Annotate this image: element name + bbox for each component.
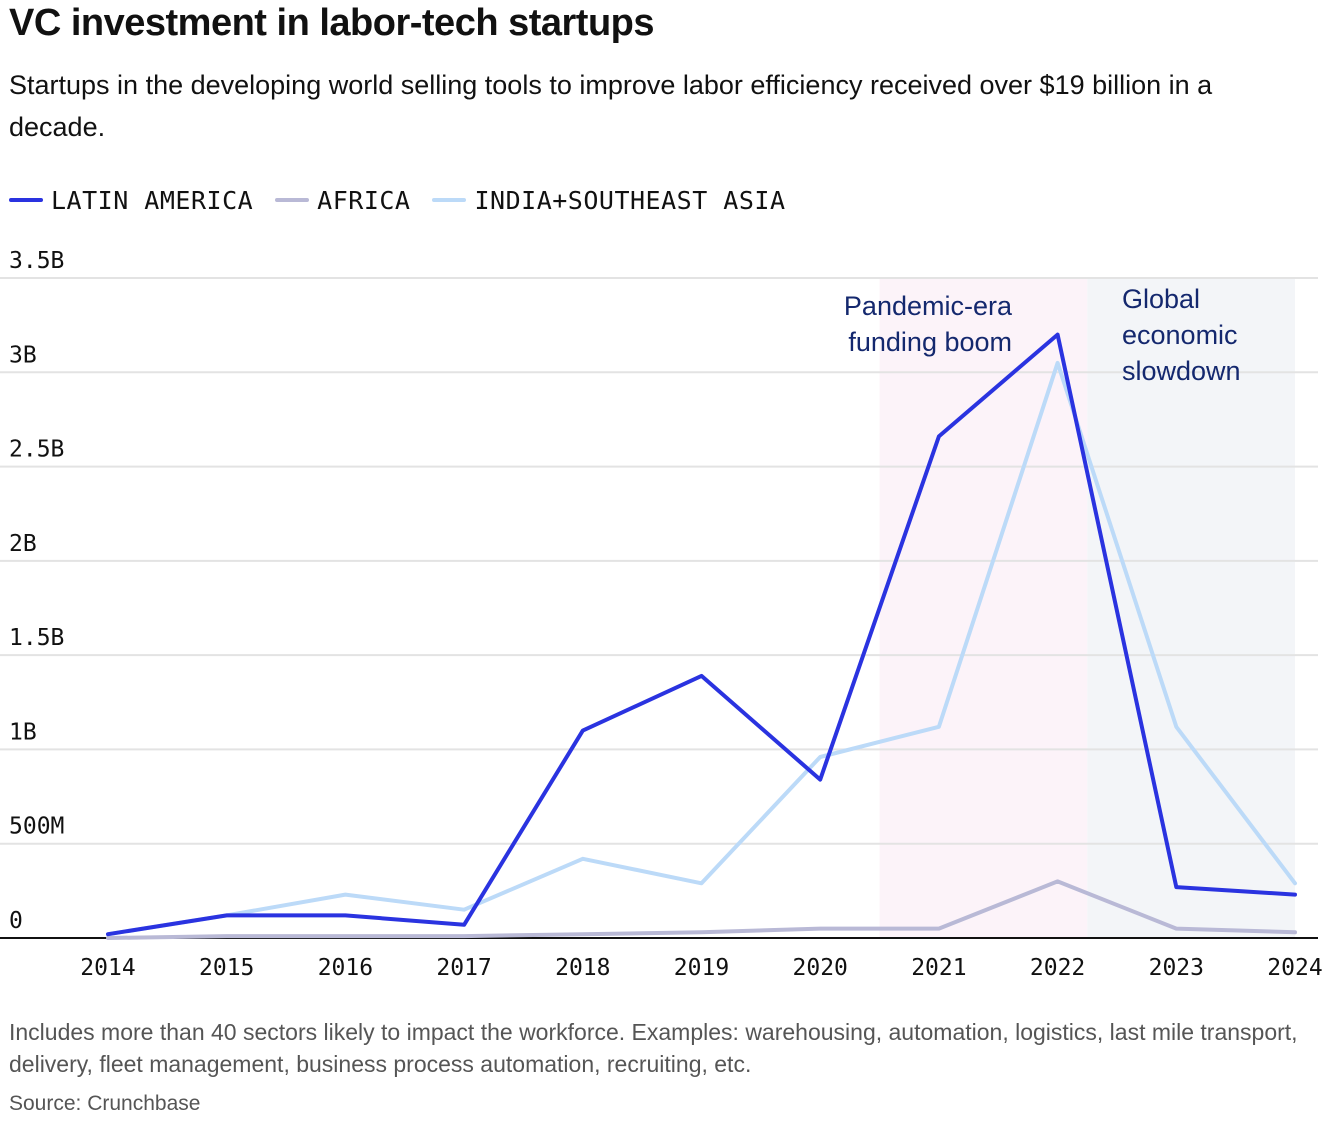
- legend-label-africa: AFRICA: [317, 185, 411, 215]
- x-tick-label: 2021: [911, 955, 966, 981]
- x-tick-label: 2015: [199, 955, 254, 981]
- x-tick-label: 2014: [80, 955, 135, 981]
- chart-subtitle: Startups in the developing world selling…: [9, 70, 1213, 142]
- x-tick-label: 2022: [1030, 955, 1085, 981]
- y-tick-label: 500M: [9, 814, 64, 840]
- legend-swatch-india-sea: [432, 198, 467, 202]
- y-tick-label: 3.5B: [9, 248, 64, 274]
- legend-item-africa: AFRICA: [275, 186, 410, 215]
- y-tick-label: 0: [9, 908, 23, 934]
- y-tick-label: 2B: [9, 531, 37, 557]
- annotation-label-slowdown: slowdown: [1122, 356, 1241, 386]
- y-tick-label: 2.5B: [9, 437, 64, 463]
- legend-item-latin-america: LATIN AMERICA: [9, 186, 253, 215]
- annotation-band-slowdown: [1087, 278, 1295, 938]
- x-tick-label: 2024: [1267, 955, 1322, 981]
- annotation-band-pandemic: [879, 278, 1088, 938]
- x-tick-label: 2018: [555, 955, 610, 981]
- annotation-label-slowdown: Global: [1122, 284, 1200, 314]
- y-tick-label: 1.5B: [9, 625, 64, 651]
- legend-item-india-sea: INDIA+SOUTHEAST ASIA: [432, 186, 785, 215]
- series-line-latin-america: [106, 332, 1297, 937]
- y-tick-label: 1B: [9, 719, 37, 745]
- annotation-label-pandemic: funding boom: [848, 327, 1012, 357]
- chart-title: VC investment in labor-tech startups: [9, 2, 655, 44]
- x-tick-label: 2020: [793, 955, 848, 981]
- series-line-africa: [106, 879, 1297, 940]
- chart-source: Source: Crunchbase: [9, 1092, 201, 1115]
- chart-legend: LATIN AMERICA AFRICA INDIA+SOUTHEAST ASI…: [9, 184, 808, 216]
- series-line-india-southeast-asia: [106, 360, 1297, 937]
- y-tick-label: 3B: [9, 342, 37, 368]
- x-tick-label: 2017: [436, 955, 491, 981]
- chart-note: Includes more than 40 sectors likely to …: [9, 1019, 1298, 1077]
- line-chart: 0 500M 1B 1.5B 2B 2.5B 3B 3.5B 2014 2015 2016 2017 2…: [0, 248, 1323, 981]
- annotation-label-slowdown: economic: [1122, 320, 1238, 350]
- legend-swatch-latin-america: [9, 198, 43, 202]
- legend-label-latin-america: LATIN AMERICA: [51, 185, 254, 215]
- x-tick-label: 2016: [318, 955, 373, 981]
- legend-label-india-sea: INDIA+SOUTHEAST ASIA: [474, 185, 786, 215]
- x-tick-label: 2019: [674, 955, 729, 981]
- x-tick-label: 2023: [1149, 955, 1204, 981]
- annotation-label-pandemic: Pandemic-era: [844, 291, 1013, 321]
- legend-swatch-africa: [275, 198, 310, 202]
